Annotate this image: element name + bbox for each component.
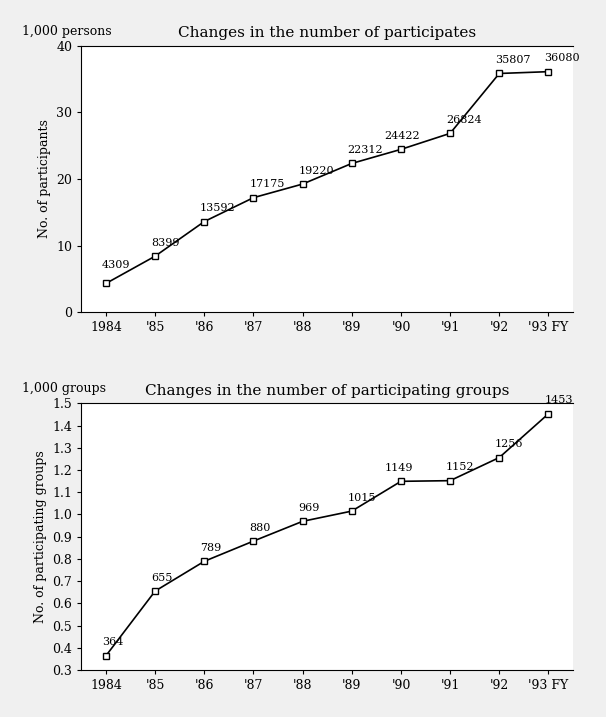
- Title: Changes in the number of participating groups: Changes in the number of participating g…: [145, 384, 510, 398]
- Text: 1,000 persons: 1,000 persons: [22, 24, 112, 37]
- Text: 22312: 22312: [348, 145, 383, 155]
- Text: 655: 655: [151, 573, 172, 583]
- Text: 1453: 1453: [544, 396, 573, 405]
- Text: 36080: 36080: [544, 53, 580, 63]
- Text: 8399: 8399: [151, 238, 179, 248]
- Text: 1,000 groups: 1,000 groups: [22, 382, 107, 395]
- Text: 1256: 1256: [495, 440, 524, 450]
- Text: 1149: 1149: [384, 463, 413, 473]
- Title: Changes in the number of participates: Changes in the number of participates: [178, 27, 476, 40]
- Text: 789: 789: [200, 543, 221, 553]
- Text: 4309: 4309: [102, 260, 130, 270]
- Y-axis label: No. of participating groups: No. of participating groups: [34, 450, 47, 623]
- Text: 17175: 17175: [249, 179, 285, 189]
- Text: 35807: 35807: [495, 55, 531, 65]
- Text: 26824: 26824: [446, 115, 482, 125]
- Text: 1015: 1015: [348, 493, 376, 503]
- Text: 969: 969: [298, 503, 320, 513]
- Text: 880: 880: [249, 523, 271, 533]
- Text: 13592: 13592: [200, 203, 236, 213]
- Text: 19220: 19220: [298, 166, 334, 176]
- Text: 1152: 1152: [446, 462, 474, 473]
- Y-axis label: No. of participants: No. of participants: [38, 120, 51, 238]
- Text: 24422: 24422: [384, 131, 420, 141]
- Text: 364: 364: [102, 637, 123, 647]
